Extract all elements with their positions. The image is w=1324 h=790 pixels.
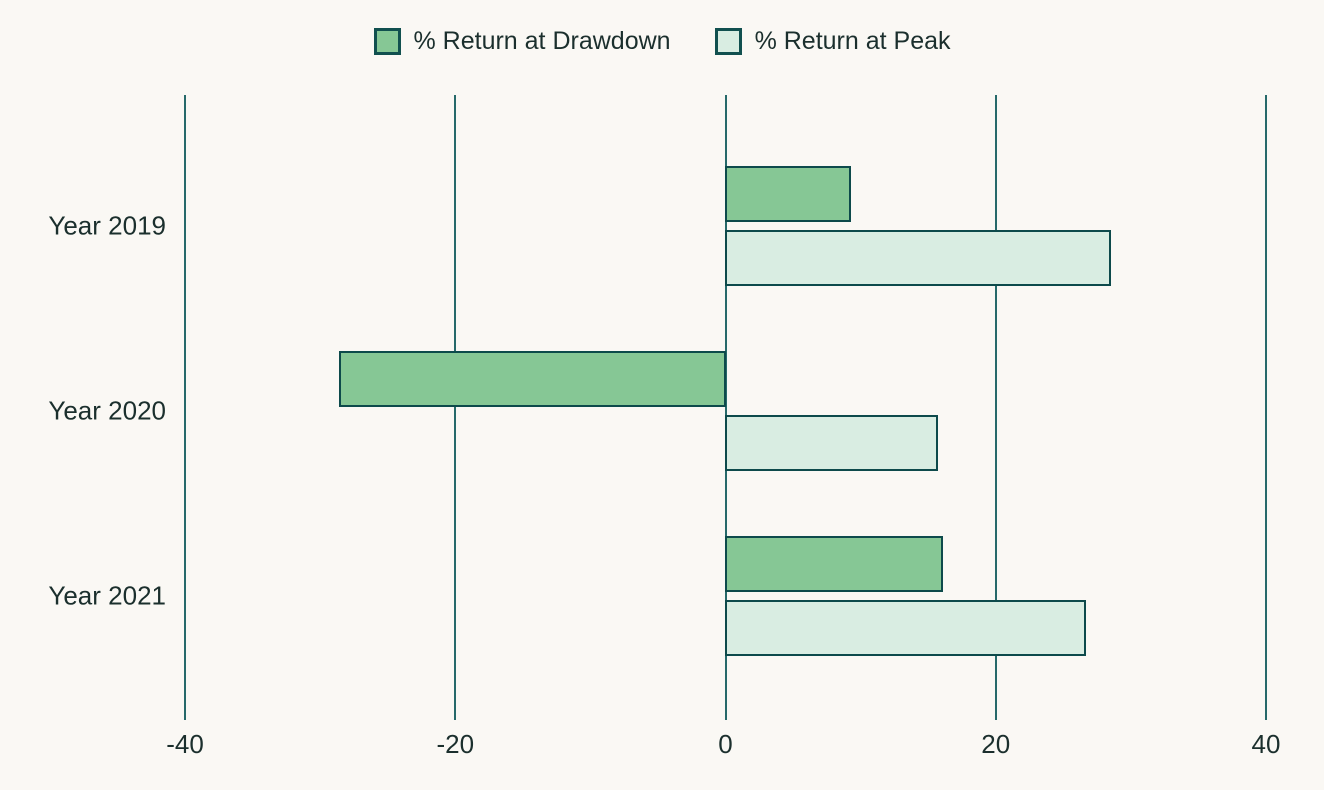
x-tick-label: -20 — [436, 729, 475, 759]
legend-item-return-at-drawdown[interactable]: % Return at Drawdown — [373, 27, 671, 56]
x-tick-label: -40 — [166, 729, 204, 759]
bar-drawdown-year-2021 — [724, 536, 944, 592]
y-axis-labels: Year 2019 Year 2020 Year 2021 — [0, 95, 166, 720]
grid-line — [184, 95, 186, 720]
bar-peak-year-2019 — [724, 230, 1111, 286]
legend-swatch-peak-icon — [714, 28, 742, 55]
y-category-label: Year 2020 — [48, 395, 166, 426]
x-tick-label: 40 — [1251, 729, 1281, 759]
legend-item-return-at-peak[interactable]: % Return at Peak — [714, 27, 951, 56]
grid-line — [1265, 95, 1267, 720]
grid-line — [454, 95, 457, 720]
y-category-label: Year 2019 — [48, 210, 166, 241]
legend-label-drawdown: % Return at Drawdown — [413, 27, 671, 55]
legend-swatch-drawdown-icon — [373, 28, 401, 55]
x-tick-label: 20 — [981, 729, 1011, 759]
plot-area — [184, 95, 1267, 720]
legend: % Return at Drawdown % Return at Peak — [0, 27, 1324, 56]
bar-drawdown-year-2019 — [724, 166, 852, 222]
bar-drawdown-year-2020 — [339, 351, 727, 407]
y-category-label: Year 2021 — [48, 580, 166, 611]
bar-peak-year-2020 — [724, 415, 938, 471]
grid-line — [994, 95, 997, 720]
x-axis-labels: -40 -20 0 20 40 — [166, 729, 1280, 763]
bar-peak-year-2021 — [724, 600, 1087, 656]
grid-line — [724, 95, 727, 720]
x-tick-label: 0 — [718, 729, 733, 759]
legend-label-peak: % Return at Peak — [754, 27, 951, 55]
